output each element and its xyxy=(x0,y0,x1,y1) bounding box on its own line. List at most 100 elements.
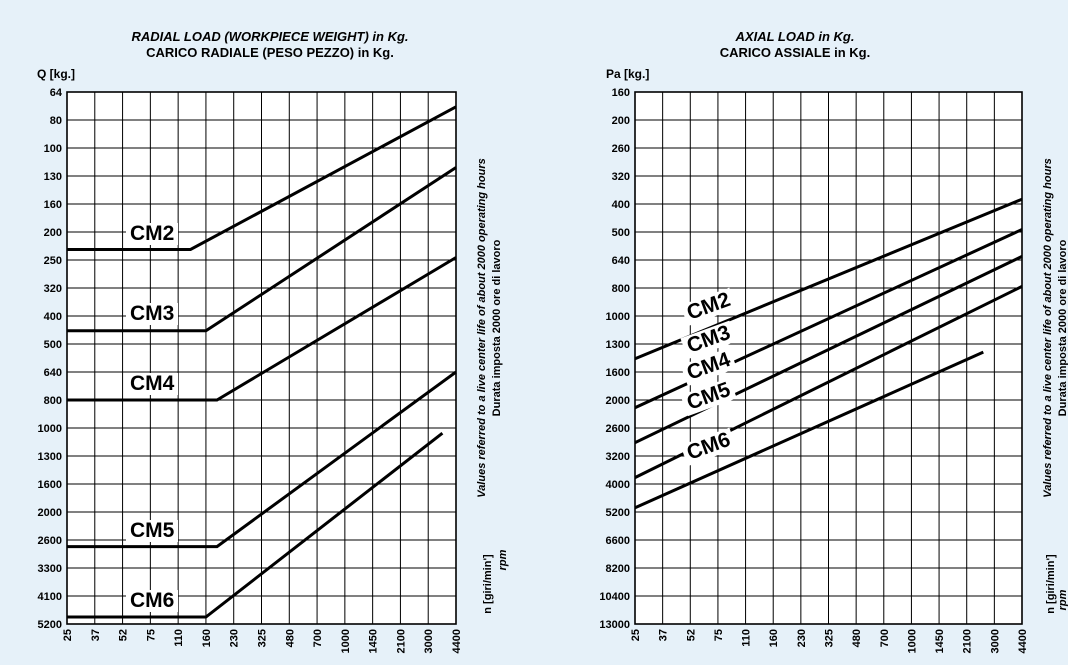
y-tick-label: 800 xyxy=(44,395,62,407)
y-tick-label: 1600 xyxy=(606,367,630,379)
series-label-bg xyxy=(680,320,737,360)
series-line-cm6 xyxy=(67,432,444,619)
life-note-it: Durata imposta 2000 ore di lavoro xyxy=(1057,239,1068,416)
y-tick-label: 250 xyxy=(44,255,62,267)
series-label-cm3: CM3 xyxy=(130,302,174,325)
x-tick-label: 75 xyxy=(713,629,725,641)
y-tick-label: 4000 xyxy=(606,479,630,491)
y-tick-label: 320 xyxy=(44,283,62,295)
x-tick-label: 4400 xyxy=(451,629,463,653)
y-tick-label: 64 xyxy=(50,87,63,99)
y-tick-label: 1000 xyxy=(606,311,630,323)
rpm-unit: rpm xyxy=(497,549,509,570)
x-tick-label: 325 xyxy=(824,629,836,647)
y-tick-labels: 160 200 260 320 400 500 640 800 1000 1300 1600 2000… xyxy=(599,87,630,631)
chart-subtitle: CARICO ASSIALE in Kg. xyxy=(720,45,870,60)
series-line-cm6 xyxy=(634,350,984,510)
x-tick-label: 3000 xyxy=(989,629,1001,653)
series-lines xyxy=(67,105,457,619)
series-label-bg xyxy=(126,303,178,325)
y-tick-label: 800 xyxy=(612,283,630,295)
series-line-cm2 xyxy=(67,105,457,251)
series-label-cm5: CM5 xyxy=(130,519,175,542)
x-tick-label: 75 xyxy=(145,629,157,641)
y-tick-label: 200 xyxy=(44,227,62,239)
y-tick-label: 10400 xyxy=(599,591,630,603)
y-tick-label: 200 xyxy=(612,115,630,127)
x-tick-label: 2100 xyxy=(962,629,974,653)
y-tick-label: 400 xyxy=(612,199,630,211)
rpm-label: n [giri/min'] xyxy=(1045,554,1057,614)
x-tick-label: 230 xyxy=(229,629,241,647)
y-tick-label: 8200 xyxy=(606,563,630,575)
life-note-it: Durata imposta 2000 ore di lavoro xyxy=(491,239,503,416)
y-tick-label: 640 xyxy=(612,255,630,267)
series-label-bg xyxy=(680,347,737,387)
series-line-cm3 xyxy=(67,166,457,333)
chart-subtitle: CARICO RADIALE (PESO PEZZO) in Kg. xyxy=(146,45,394,60)
y-tick-label: 160 xyxy=(612,87,630,99)
y-tick-label: 400 xyxy=(44,311,62,323)
x-tick-label: 52 xyxy=(118,629,130,641)
x-tick-label: 3000 xyxy=(423,629,435,653)
plot-grid xyxy=(634,91,1023,625)
y-tick-label: 640 xyxy=(44,367,62,379)
series-label-bg xyxy=(680,377,737,417)
y-tick-label: 500 xyxy=(44,339,62,351)
series-label-bg xyxy=(680,287,737,327)
x-tick-label: 2100 xyxy=(395,629,407,653)
x-tick-label: 25 xyxy=(630,629,642,641)
y-tick-label: 1000 xyxy=(38,423,62,435)
x-tick-label: 4400 xyxy=(1017,629,1029,653)
y-tick-label: 6600 xyxy=(606,535,630,547)
y-tick-label: 500 xyxy=(612,227,630,239)
x-tick-label: 1450 xyxy=(368,629,380,653)
x-tick-label: 1000 xyxy=(340,629,352,653)
series-label-bg xyxy=(126,223,178,245)
y-tick-label: 2000 xyxy=(606,395,630,407)
series-label-cm2: CM2 xyxy=(130,222,174,245)
x-tick-label: 325 xyxy=(257,629,269,647)
chart-title: AXIAL LOAD in Kg. xyxy=(735,29,855,44)
x-tick-label: 480 xyxy=(284,629,296,647)
y-tick-label: 5200 xyxy=(38,619,62,631)
chart-radial: RADIAL LOAD (WORKPIECE WEIGHT) in Kg. CA… xyxy=(37,29,509,653)
x-tick-label: 230 xyxy=(796,629,808,647)
y-tick-label: 100 xyxy=(44,143,62,155)
chart-title: RADIAL LOAD (WORKPIECE WEIGHT) in Kg. xyxy=(131,29,408,44)
y-tick-label: 4100 xyxy=(38,591,62,603)
rpm-label: n [giri/min'] xyxy=(482,554,494,614)
life-note: Values referred to a live center life of… xyxy=(476,158,488,497)
x-tick-label: 160 xyxy=(201,629,213,647)
chart-axial: AXIAL LOAD in Kg. CARICO ASSIALE in Kg. … xyxy=(599,29,1068,653)
y-tick-label: 1300 xyxy=(38,451,62,463)
x-tick-label: 25 xyxy=(62,629,74,641)
y-tick-label: 160 xyxy=(44,199,62,211)
x-tick-label: 700 xyxy=(312,629,324,647)
series-label-bg xyxy=(680,427,737,467)
rpm-unit: rpm xyxy=(1057,589,1068,610)
x-tick-label: 1000 xyxy=(906,629,918,653)
series-label-bg xyxy=(126,373,178,395)
x-tick-labels: 25 37 52 75 110 160 230 325 480 700 1000 1450 2100 30… xyxy=(630,629,1029,653)
x-tick-label: 110 xyxy=(741,629,753,647)
x-tick-label: 700 xyxy=(879,629,891,647)
x-tick-label: 37 xyxy=(658,629,670,641)
series-line-cm5 xyxy=(67,370,457,549)
x-tick-label: 52 xyxy=(685,629,697,641)
y-tick-label: 1600 xyxy=(38,479,62,491)
y-axis-label: Q [kg.] xyxy=(37,67,75,81)
x-tick-label: 160 xyxy=(768,629,780,647)
y-tick-label: 320 xyxy=(612,171,630,183)
y-tick-label: 2600 xyxy=(38,535,62,547)
y-tick-label: 80 xyxy=(50,115,62,127)
y-tick-label: 260 xyxy=(612,143,630,155)
x-tick-labels: 25 37 52 75 110 160 230 325 480 700 1000 1450 2100 30… xyxy=(62,629,463,653)
x-tick-label: 480 xyxy=(851,629,863,647)
x-tick-label: 1450 xyxy=(934,629,946,653)
series-label-bg xyxy=(126,590,178,612)
series-line-cm4 xyxy=(67,256,457,402)
